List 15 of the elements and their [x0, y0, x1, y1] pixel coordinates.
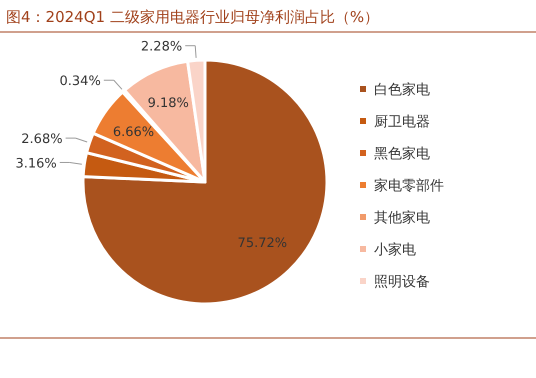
legend-label: 小家电	[374, 242, 416, 258]
data-label: 6.66%	[112, 124, 154, 140]
data-label: 2.68%	[21, 132, 63, 148]
data-label: 9.18%	[148, 96, 189, 112]
data-label: 2.28%	[140, 40, 182, 55]
chart-title: 图4：2024Q1 二级家用电器行业归母净利润占比（%）	[6, 8, 380, 26]
data-label: 3.16%	[15, 156, 57, 172]
legend-label: 厨卫电器	[374, 114, 430, 130]
legend-label: 照明设备	[374, 274, 430, 290]
legend-label: 白色家电	[374, 82, 430, 98]
legend-label: 家电零部件	[374, 178, 444, 194]
data-label: 0.34%	[60, 74, 101, 90]
data-label: 75.72%	[238, 236, 288, 251]
legend-label: 黑色家电	[374, 146, 430, 162]
legend-label: 其他家电	[374, 210, 430, 226]
